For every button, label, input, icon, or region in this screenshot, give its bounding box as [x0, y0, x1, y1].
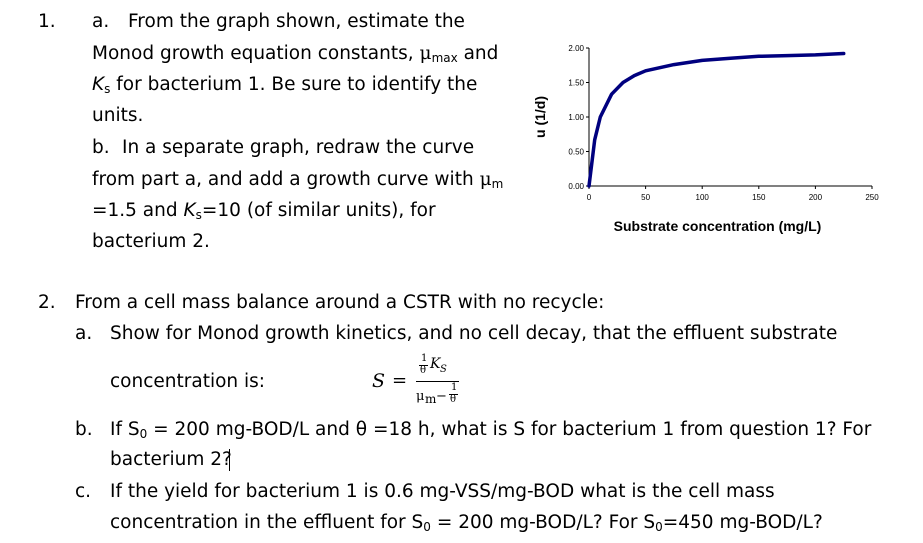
y-tick-label: 0.00 — [568, 182, 584, 191]
q1a-line2: Monod growth equation constants, μmax an… — [92, 43, 499, 65]
monod-growth-chart: 0.00 0.50 1.00 1.50 2.00 0 50 100 150 200 250 Subst… — [532, 44, 879, 234]
q1b-label: b. — [92, 137, 110, 158]
q1b-line4: bacterium 2. — [92, 231, 210, 252]
q1b-line3: =1.5 and Ks=10 (of similar units), for — [92, 200, 436, 222]
q2-number: 2. — [38, 292, 56, 313]
x-tick-label: 0 — [587, 193, 592, 202]
q2a-line1: Show for Monod growth kinetics, and no c… — [110, 323, 838, 344]
q2a-line2: concentration is: — [110, 371, 266, 392]
x-tick-label: 100 — [696, 193, 710, 202]
x-tick-label: 150 — [752, 193, 766, 202]
q2c-line1: If the yield for bacterium 1 is 0.6 mg-V… — [110, 481, 775, 502]
q1a-label: a. — [92, 11, 110, 32]
growth-curve-series — [587, 51, 846, 188]
q2c-line2: concentration in the effluent for S0 = 2… — [110, 512, 823, 534]
q2c-label: c. — [75, 481, 92, 502]
x-tick-label: 250 — [865, 193, 879, 202]
x-tick-label: 200 — [809, 193, 823, 202]
mu-symbol: μ — [419, 43, 432, 64]
text-cursor — [229, 449, 230, 471]
y-axis-title: u (1/d) — [532, 96, 548, 138]
q1a-line1: From the graph shown, estimate the — [128, 11, 465, 32]
substrate-equation: S = 1 θ K S μ m − 1 θ — [372, 353, 459, 406]
q2b-line1: If S0 = 200 mg-BOD/L and θ =18 h, what i… — [110, 419, 872, 441]
x-tick-label: 50 — [641, 193, 650, 202]
y-tick-label: 1.00 — [568, 113, 584, 122]
q1a-line3: Ks for bacterium 1. Be sure to identify … — [92, 74, 478, 96]
q2b-line2: bacterium 2? — [110, 449, 232, 470]
q2-intro: From a cell mass balance around a CSTR w… — [75, 292, 605, 313]
x-axis-title: Substrate concentration (mg/L) — [614, 218, 822, 234]
q2b-label: b. — [75, 419, 93, 440]
q1b-line2: from part a, and add a growth curve with… — [92, 169, 504, 191]
y-tick-label: 1.50 — [568, 79, 584, 88]
q1b-line1: In a separate graph, redraw the curve — [122, 137, 475, 158]
q1-number: 1. — [38, 11, 56, 32]
q2a-label: a. — [75, 323, 93, 344]
y-tick-label: 2.00 — [568, 44, 584, 53]
y-tick-label: 0.50 — [568, 148, 584, 157]
q1a-line4: units. — [92, 105, 144, 126]
